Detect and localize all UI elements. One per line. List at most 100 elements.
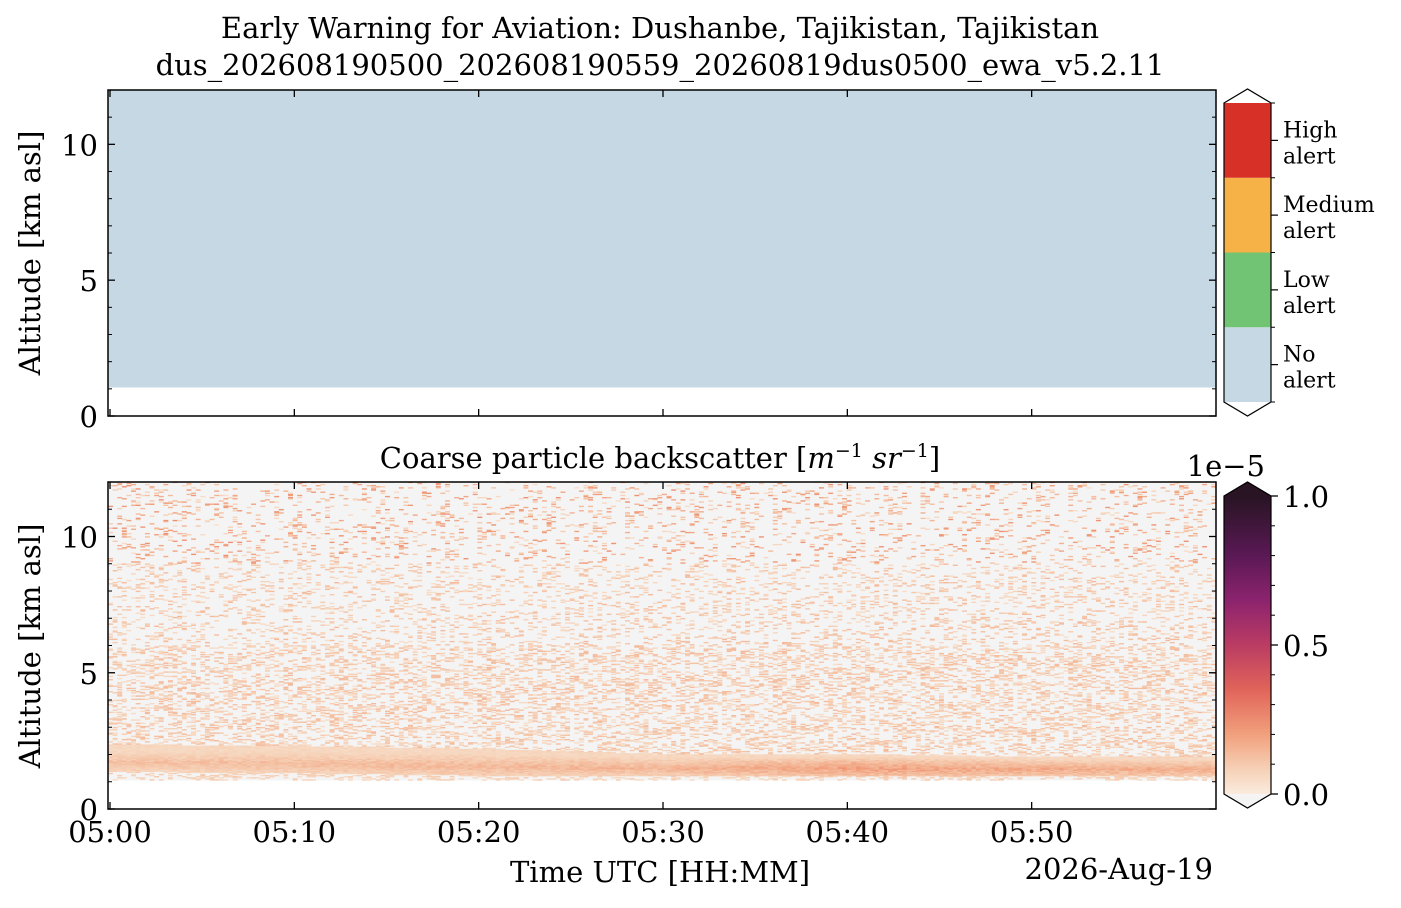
backscatter-cell (154, 646, 159, 647)
backscatter-cell (288, 609, 293, 610)
backscatter-cell (131, 621, 136, 622)
backscatter-cell (260, 581, 265, 582)
backscatter-cell (274, 683, 279, 684)
backscatter-cell (182, 646, 187, 647)
backscatter-cell (140, 734, 145, 735)
backscatter-cell (168, 694, 173, 695)
backscatter-cell (113, 617, 118, 618)
backscatter-cell (274, 511, 279, 512)
backscatter-cell (348, 705, 353, 706)
backscatter-cell (237, 653, 242, 654)
backscatter-cell (371, 698, 376, 699)
backscatter-cell (334, 695, 339, 696)
backscatter-cell (274, 726, 279, 727)
backscatter-cell (191, 683, 196, 684)
alert-category-label-line: Low (1283, 268, 1330, 293)
backscatter-cell (191, 554, 196, 555)
backscatter-cell (219, 573, 224, 574)
backscatter-cell (270, 664, 275, 665)
backscatter-cell (122, 734, 127, 735)
backscatter-cell (214, 484, 219, 485)
backscatter-cell (376, 542, 381, 543)
backscatter-cell (380, 581, 385, 582)
backscatter-cell (367, 650, 372, 651)
backscatter-cell (288, 727, 293, 728)
backscatter-cell (408, 667, 413, 668)
backscatter-cell (270, 710, 275, 711)
backscatter-cell (283, 706, 288, 707)
backscatter-cell (182, 540, 187, 541)
alert-panel-ylabel: Altitude [km asl] (13, 131, 47, 377)
backscatter-cell (223, 742, 228, 743)
backscatter-cell (131, 597, 136, 598)
backscatter-cell (343, 505, 348, 506)
backscatter-cell (214, 567, 219, 568)
backscatter-cell (182, 671, 187, 672)
backscatter-cell (223, 719, 228, 720)
backscatter-cell (390, 520, 395, 521)
backscatter-cell (168, 739, 173, 740)
backscatter-cell (339, 736, 344, 737)
backscatter-cell (371, 670, 376, 671)
backscatter-cell (408, 586, 413, 587)
backscatter-cell (214, 683, 219, 684)
backscatter-cell (173, 712, 178, 713)
backscatter-cell (408, 734, 413, 735)
backscatter-cell (177, 672, 182, 673)
backscatter-cell (200, 670, 205, 671)
backscatter-cell (219, 779, 224, 780)
backscatter-cell (293, 664, 298, 665)
backscatter-cell (311, 691, 316, 692)
backscatter-cell (302, 686, 307, 687)
backscatter-cell (136, 557, 141, 558)
backscatter-cell (302, 731, 307, 732)
backscatter-cell (113, 609, 118, 610)
backscatter-cell (182, 681, 187, 682)
backscatter-cell (154, 736, 159, 737)
backscatter-cell (200, 637, 205, 638)
backscatter-cell (283, 542, 288, 543)
backscatter-cell (362, 533, 367, 534)
backscatter-cell (325, 689, 330, 690)
backscatter-cell (113, 582, 118, 583)
backscatter-cell (339, 635, 344, 636)
backscatter-cell (177, 731, 182, 732)
backscatter-cell (353, 659, 358, 660)
backscatter-cell (191, 731, 196, 732)
backscatter-cell (265, 735, 270, 736)
backscatter-cell (311, 711, 316, 712)
backscatter-cell (343, 676, 348, 677)
backscatter-cell (145, 741, 150, 742)
backscatter-cell (126, 533, 131, 534)
backscatter-cell (311, 683, 316, 684)
backscatter-cell (316, 582, 321, 583)
backscatter-cell (376, 743, 381, 744)
backscatter-cell (140, 699, 145, 700)
backscatter-cell (320, 492, 325, 493)
backscatter-cell (251, 653, 256, 654)
backscatter-cell (394, 722, 399, 723)
backscatter-cell (117, 777, 122, 778)
backscatter-cell (343, 722, 348, 723)
backscatter-cell (136, 501, 141, 502)
backscatter-cell (117, 708, 122, 709)
backscatter-cell (353, 664, 358, 665)
backscatter-cell (163, 531, 168, 532)
backscatter-cell (237, 613, 242, 614)
backscatter-cell (242, 531, 247, 532)
backscatter-cell (200, 662, 205, 663)
backscatter-cell (200, 626, 205, 627)
backscatter-cell (260, 677, 265, 678)
backscatter-cell (251, 746, 256, 747)
backscatter-cell (357, 531, 362, 532)
backscatter-cell (408, 487, 413, 488)
backscatter-cell (302, 692, 307, 693)
backscatter-cell (233, 488, 238, 489)
backscatter-cell (251, 504, 256, 505)
backscatter-cell (390, 700, 395, 701)
backscatter-cell (223, 572, 228, 573)
backscatter-cell (311, 654, 316, 655)
backscatter-cell (394, 565, 399, 566)
backscatter-cell (376, 589, 381, 590)
backscatter-cell (237, 706, 242, 707)
